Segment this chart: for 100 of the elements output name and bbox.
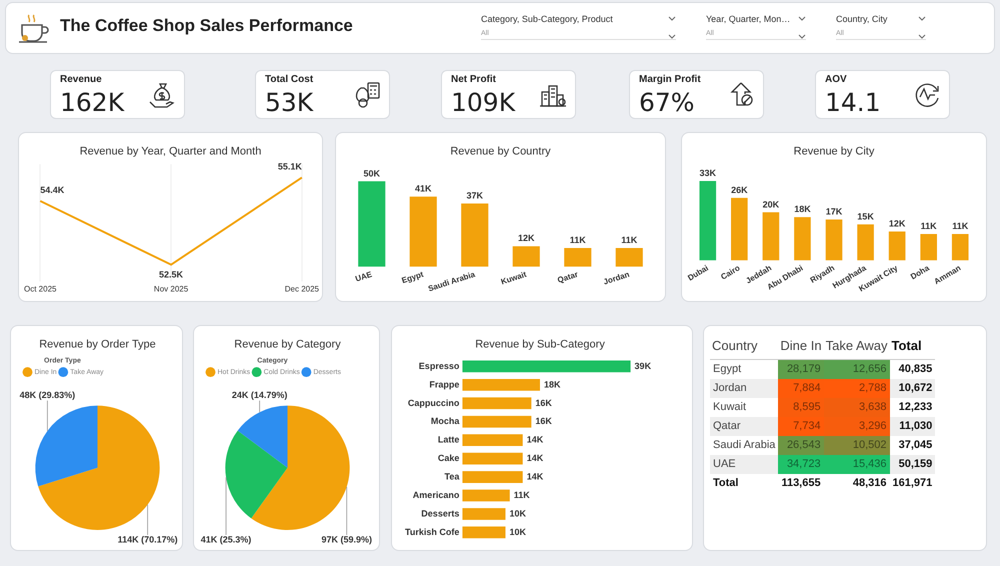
bar: [920, 234, 937, 260]
data-label: 17K: [826, 206, 843, 217]
y-tick-label: Americano: [412, 490, 460, 500]
data-label: 8,595: [778, 398, 824, 416]
x-tick-label: Total: [890, 337, 923, 355]
text: Revenue: [60, 74, 102, 85]
data-label: 50K: [363, 168, 381, 178]
data-label: 50,159: [898, 457, 934, 472]
data-label: 18K: [794, 204, 812, 214]
y-tick-label: Kuwait: [712, 400, 748, 415]
data-label: 97K (59.9%): [321, 534, 372, 544]
y-tick-label: Desserts: [421, 508, 460, 518]
data-label: 24K (14.79%): [232, 390, 288, 400]
bar: [952, 234, 969, 260]
text: 14.1: [825, 88, 881, 117]
data-label: 2,788: [824, 378, 890, 398]
data-label: 161,971: [892, 476, 934, 491]
text: AOV: [825, 74, 847, 85]
y-tick-label: Total: [712, 476, 740, 491]
y-tick-label: Cappuccino: [408, 398, 460, 408]
bar: [762, 212, 780, 260]
text: Margin Profit: [639, 74, 701, 85]
data-label: 10,672: [898, 381, 934, 396]
bar: [462, 378, 540, 391]
x-tick-label: Kuwait: [500, 270, 528, 286]
data-label: 26,543: [778, 436, 824, 454]
data-label: 11K: [952, 220, 969, 231]
y-tick-label: Jordan: [712, 381, 748, 396]
data-label: 37K: [466, 190, 484, 201]
y-tick-label: Saudi Arabia: [712, 438, 776, 453]
data-label: 10K: [509, 526, 526, 537]
chart-title: Revenue by Category: [234, 338, 342, 351]
x-tick-label: Qatar: [556, 270, 580, 285]
data-label: 28,179: [778, 360, 824, 378]
bar: [616, 248, 643, 267]
data-label: 3,296: [824, 416, 890, 436]
y-tick-label: Mocha: [430, 416, 460, 426]
bar: [564, 248, 592, 267]
data-label: 12K: [888, 218, 906, 229]
text: Total Cost: [265, 74, 314, 85]
bar: [461, 204, 488, 267]
bar: [462, 434, 523, 446]
text: 67%: [639, 88, 695, 117]
data-label: 48K (29.83%): [20, 390, 76, 400]
data-label: 16K: [535, 416, 552, 426]
y-tick-label: Qatar: [712, 419, 742, 434]
text: 162K: [60, 88, 124, 117]
chart-title: Revenue by Country: [450, 146, 552, 158]
data-label: 12,233: [898, 400, 934, 415]
data-label: 41K (25.3%): [200, 534, 252, 544]
x-tick-label: Cairo: [719, 263, 742, 282]
bar: [462, 416, 532, 428]
x-tick-label: Take Away: [824, 337, 889, 355]
data-label: 20K: [762, 199, 780, 210]
data-label: 11K: [570, 234, 586, 245]
y-tick-label: Latte: [438, 434, 460, 445]
data-label: 11K: [621, 234, 638, 245]
data-label: 39K: [634, 360, 652, 371]
data-label: 34,723: [778, 454, 824, 474]
data-label: 18K: [544, 379, 561, 390]
data-label: 12K: [518, 233, 536, 244]
text: 109K: [451, 88, 516, 117]
bar: [699, 181, 716, 260]
data-label: 15,436: [824, 454, 890, 474]
text: Year, Quarter, Mon…: [706, 14, 792, 24]
bar: [857, 224, 874, 260]
bar: [462, 508, 506, 520]
chart-title: Revenue by Year, Quarter and Month: [80, 146, 262, 158]
data-label: 14K: [526, 434, 544, 445]
x-tick-label: UAE: [354, 270, 374, 284]
data-label: 7,734: [778, 416, 824, 436]
x-tick-label: Dec 2025: [284, 284, 320, 294]
y-tick-label: Frappe: [429, 379, 460, 390]
data-label: 41K: [414, 184, 432, 194]
y-tick-label: Turkish Cofe: [404, 526, 460, 537]
data-label: 55.1K: [278, 162, 302, 172]
bar: [512, 246, 540, 267]
bar: [462, 452, 523, 464]
data-label: 7,884: [778, 378, 824, 398]
x-tick-label: Dine In: [779, 337, 823, 355]
x-tick-label: Jordan: [602, 270, 631, 287]
bar: [358, 181, 386, 267]
data-label: 14K: [526, 472, 544, 482]
chart-title: Revenue by Order Type: [39, 338, 156, 351]
x-tick-label: Oct 2025: [24, 284, 58, 294]
data-label: 48,316: [852, 476, 888, 491]
bar: [826, 220, 842, 260]
bar: [794, 217, 811, 260]
data-label: 11K: [514, 490, 530, 500]
text: Country, City: [836, 14, 888, 24]
data-label: 11K: [920, 220, 938, 231]
data-label: 15K: [857, 211, 874, 222]
text: 53K: [265, 88, 314, 117]
data-label: 10K: [509, 508, 526, 518]
data-label: 40,835: [898, 362, 934, 378]
data-label: 113,655: [780, 476, 822, 491]
y-tick-label: UAE: [712, 457, 737, 472]
y-tick-label: Tea: [444, 472, 460, 482]
data-label: 14K: [526, 453, 544, 464]
x-tick-label: Doha: [909, 263, 932, 282]
